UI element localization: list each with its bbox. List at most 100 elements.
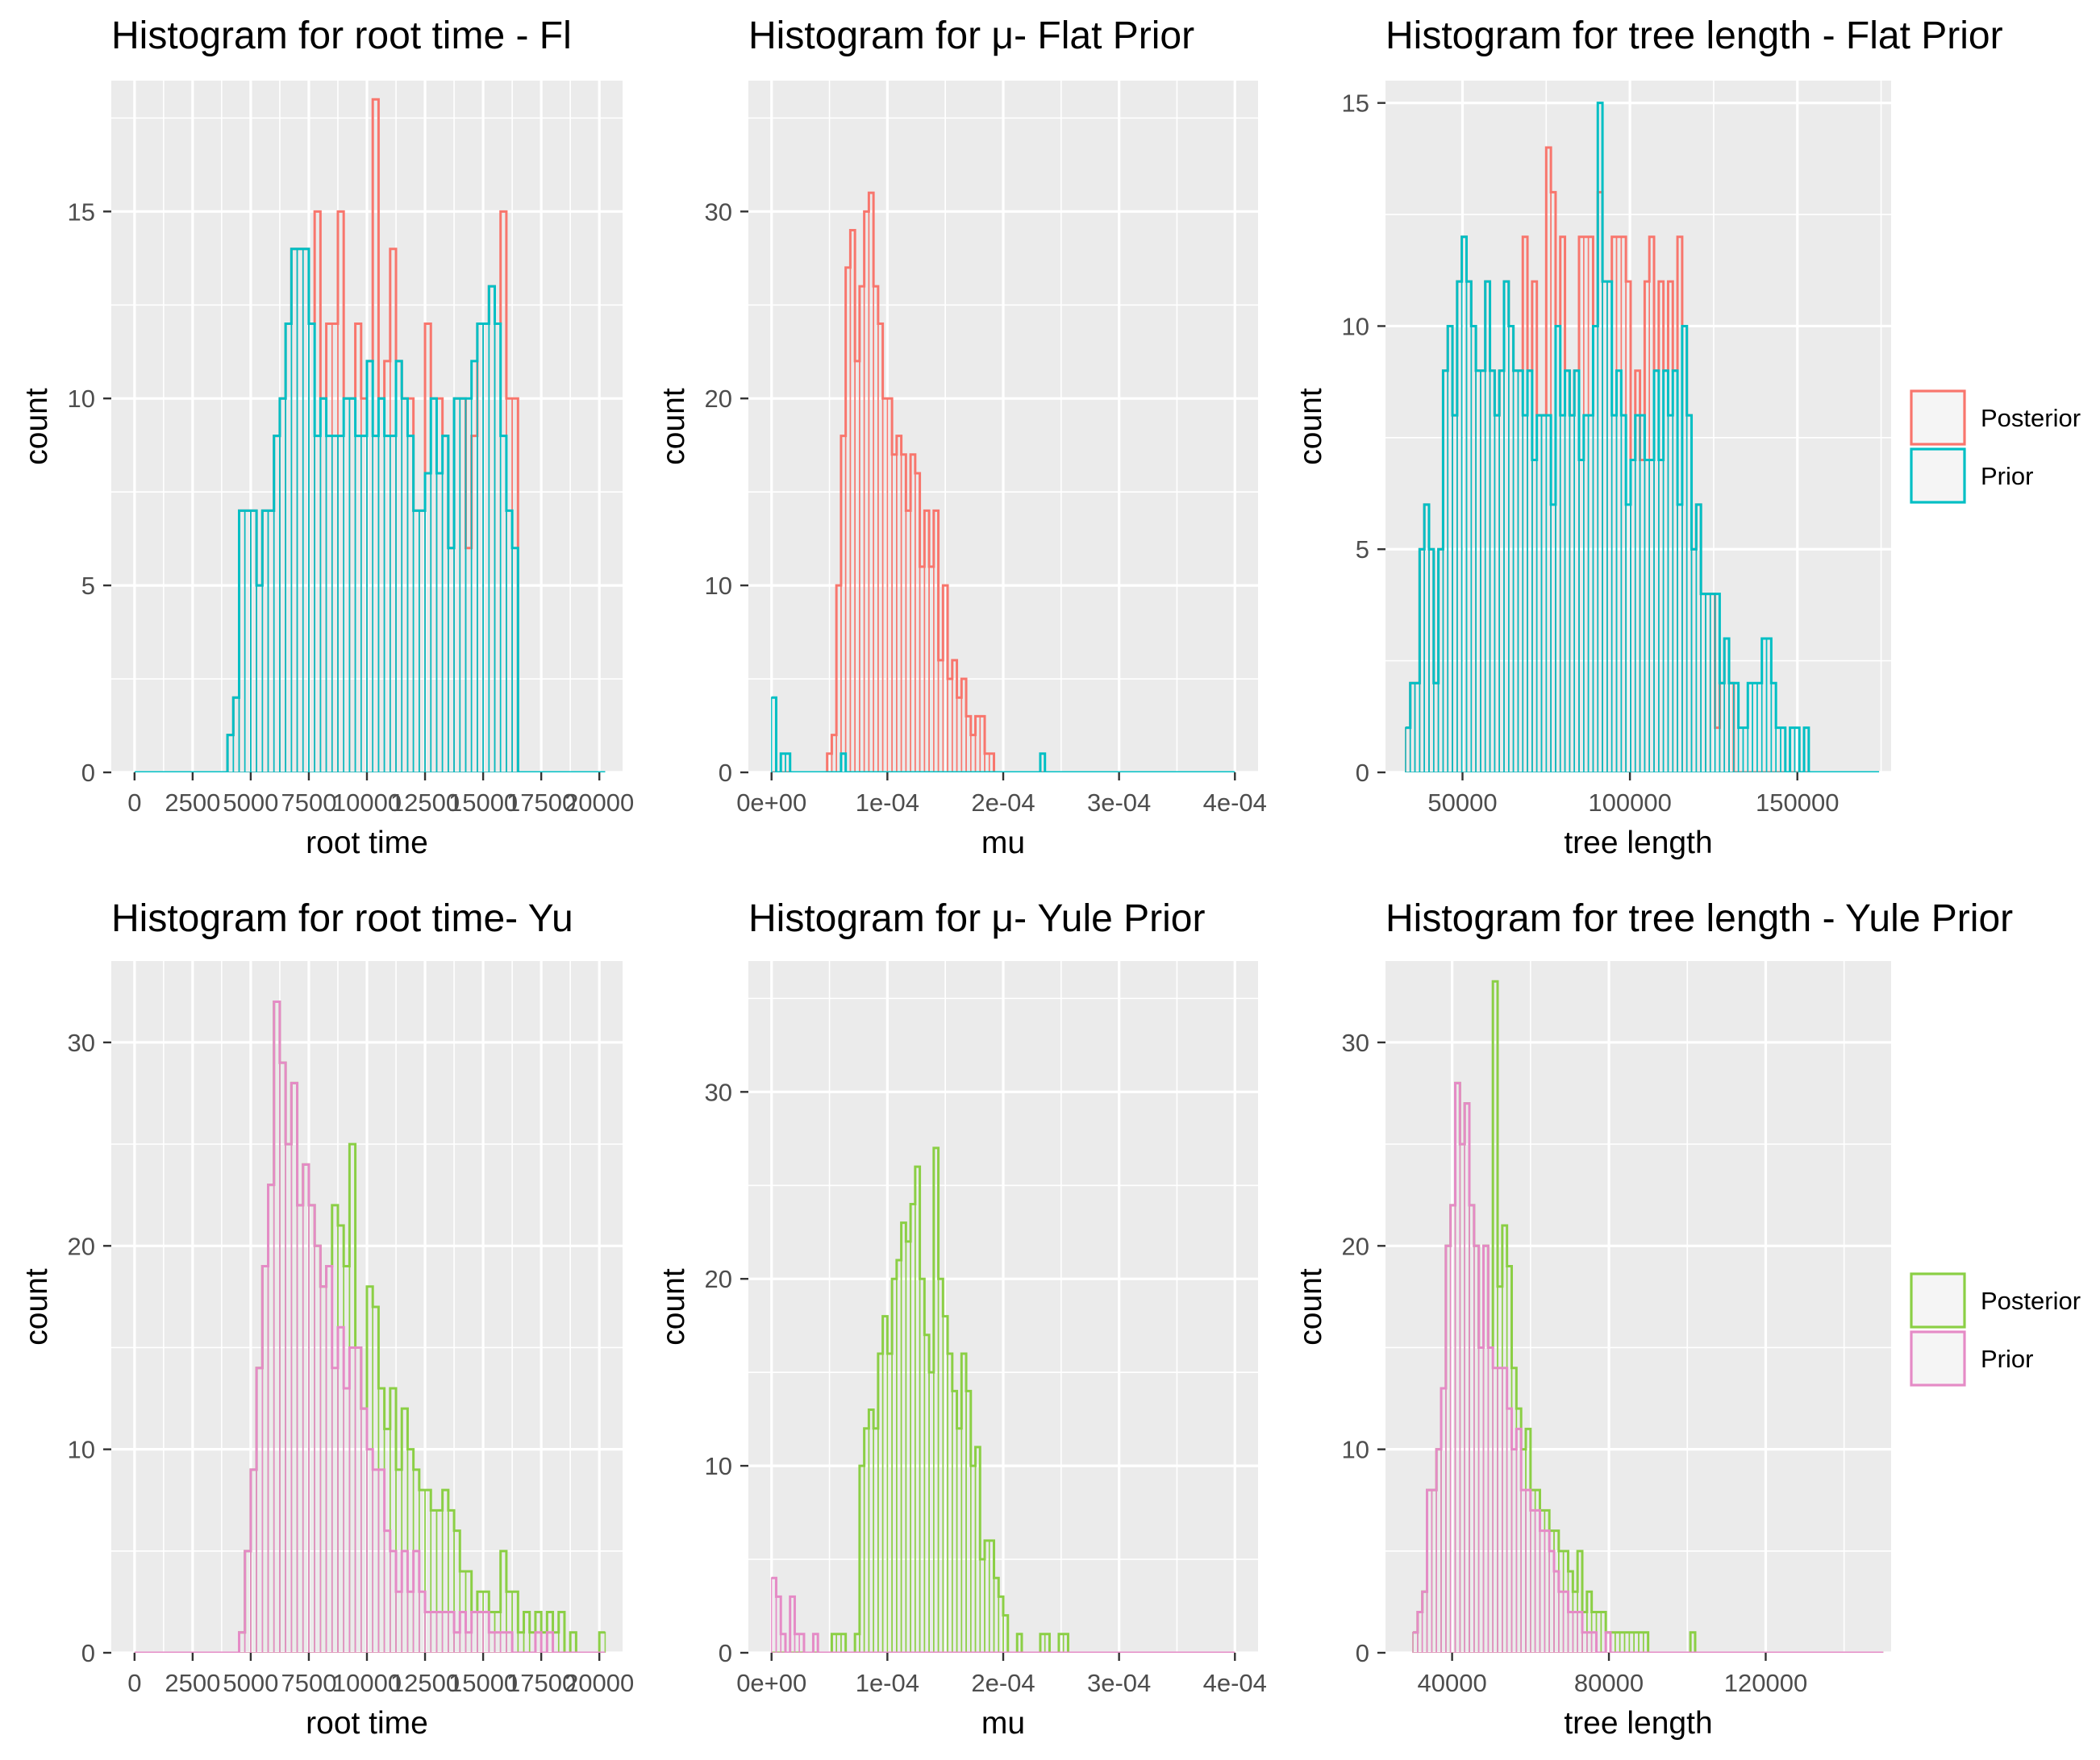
series-prior	[134, 1000, 606, 1653]
y-tick-label: 0	[719, 1639, 732, 1667]
x-tick-label: 20000	[565, 788, 634, 817]
y-tick-label: 10	[1342, 312, 1369, 340]
y-axis-label: count	[1294, 388, 1328, 465]
x-tick-label: 4e-04	[1203, 1669, 1267, 1697]
legend-1: Posterior Prior	[1910, 389, 2081, 504]
axes: 0e+00 1e-04 2e-04 3e-04 4e-04 0 10 20 30	[705, 1078, 1267, 1697]
x-tick-label: 10000	[332, 788, 402, 817]
y-tick-label: 5	[1356, 535, 1369, 564]
x-tick-label: 2500	[165, 788, 220, 817]
y-tick-label: 0	[1356, 1639, 1369, 1667]
legend-label: Prior	[1981, 1345, 2033, 1373]
x-tick-label: 12500	[390, 1669, 460, 1697]
y-tick-label: 20	[705, 385, 732, 413]
y-tick-label: 20	[1342, 1232, 1369, 1260]
y-axis-label: count	[19, 388, 54, 465]
legend-label: Prior	[1981, 462, 2033, 490]
histogram-bars	[770, 1146, 1235, 1653]
series-prior	[770, 1576, 1235, 1653]
x-tick-label: 2e-04	[971, 1669, 1035, 1697]
axes: 50000 100000 150000 0 5 10 15	[1342, 89, 1840, 817]
x-tick-label: 3e-04	[1087, 1669, 1151, 1697]
y-tick-label: 0	[81, 1639, 95, 1667]
x-tick-label: 100000	[1588, 788, 1671, 817]
series-prior	[770, 696, 1235, 772]
legend-key	[1910, 447, 1966, 504]
y-axis-label: count	[656, 388, 691, 465]
y-tick-label: 20	[68, 1232, 95, 1260]
axes: 0e+00 1e-04 2e-04 3e-04 4e-04 0 10 20 30	[705, 198, 1267, 817]
x-tick-label: 12500	[390, 788, 460, 817]
chart-title: Histogram for tree length - Flat Prior	[1385, 15, 2003, 57]
x-tick-label: 15000	[448, 788, 518, 817]
x-tick-label: 2e-04	[971, 788, 1035, 817]
panel-3: 50000 100000 150000 0 5 10 15 tree length count H…	[1294, 15, 2003, 860]
x-tick-label: 50000	[1427, 788, 1497, 817]
panel-background	[1385, 81, 1891, 772]
chart-title: Histogram for root time - Fl	[111, 15, 572, 57]
x-tick-label: 0	[127, 1669, 141, 1697]
x-axis-label: tree length	[1564, 826, 1712, 860]
x-axis-label: tree length	[1564, 1706, 1712, 1741]
y-axis-label: count	[1294, 1268, 1328, 1346]
x-tick-label: 2500	[165, 1669, 220, 1697]
histogram-outline	[1413, 1081, 1884, 1653]
x-tick-label: 20000	[565, 1669, 634, 1697]
y-tick-label: 30	[68, 1029, 95, 1057]
y-tick-label: 0	[1356, 759, 1369, 787]
y-tick-label: 0	[81, 759, 95, 787]
axes: 40000 80000 120000 0 10 20 30	[1342, 1029, 1808, 1697]
legend-label: Posterior	[1981, 1287, 2081, 1315]
x-tick-label: 0e+00	[736, 788, 806, 817]
histogram-bars	[1405, 102, 1880, 772]
x-tick-label: 17500	[506, 788, 576, 817]
series-prior	[1412, 1081, 1884, 1653]
chart-title: Histogram for root time- Yu	[111, 897, 573, 940]
x-tick-label: 7500	[281, 1669, 336, 1697]
histogram-bars	[134, 1000, 606, 1653]
y-tick-label: 0	[719, 759, 732, 787]
histogram-outline	[134, 248, 606, 772]
histogram-bars	[770, 191, 1235, 772]
y-tick-label: 5	[81, 572, 95, 600]
x-tick-label: 10000	[332, 1669, 402, 1697]
chart-title: Histogram for μ- Flat Prior	[748, 15, 1194, 57]
legend-label: Posterior	[1981, 404, 2081, 432]
series-prior	[1405, 102, 1880, 772]
y-tick-label: 10	[705, 572, 732, 600]
y-tick-label: 10	[68, 1436, 95, 1464]
x-tick-label: 80000	[1574, 1669, 1644, 1697]
y-tick-label: 10	[68, 385, 95, 413]
x-tick-label: 0	[127, 788, 141, 817]
x-tick-label: 0e+00	[736, 1669, 806, 1697]
x-tick-label: 7500	[281, 788, 336, 817]
grid-lines	[748, 961, 1258, 1653]
panel-background	[1385, 961, 1891, 1653]
chart-title: Histogram for tree length - Yule Prior	[1385, 897, 2013, 940]
y-tick-label: 30	[705, 198, 732, 226]
series-prior	[134, 248, 606, 772]
x-tick-label: 3e-04	[1087, 788, 1151, 817]
y-tick-label: 30	[1342, 1029, 1369, 1057]
x-axis-label: mu	[981, 1706, 1025, 1741]
x-axis-label: mu	[981, 826, 1025, 860]
grid-lines	[748, 81, 1258, 772]
x-axis-label: root time	[306, 826, 428, 860]
y-tick-label: 15	[1342, 89, 1369, 118]
x-tick-label: 17500	[506, 1669, 576, 1697]
x-tick-label: 4e-04	[1203, 788, 1267, 817]
histogram-bars	[134, 98, 606, 772]
x-axis-label: root time	[306, 1706, 428, 1741]
panel-6: 40000 80000 120000 0 10 20 30 tree length count H…	[1294, 897, 2013, 1741]
x-tick-label: 5000	[223, 1669, 278, 1697]
panel-5: 0e+00 1e-04 2e-04 3e-04 4e-04 0 10 20 30 mu count H…	[656, 897, 1267, 1741]
x-tick-label: 120000	[1724, 1669, 1807, 1697]
histogram-outline	[771, 1146, 1235, 1653]
chart-title: Histogram for μ- Yule Prior	[748, 897, 1206, 940]
x-tick-label: 15000	[448, 1669, 518, 1697]
